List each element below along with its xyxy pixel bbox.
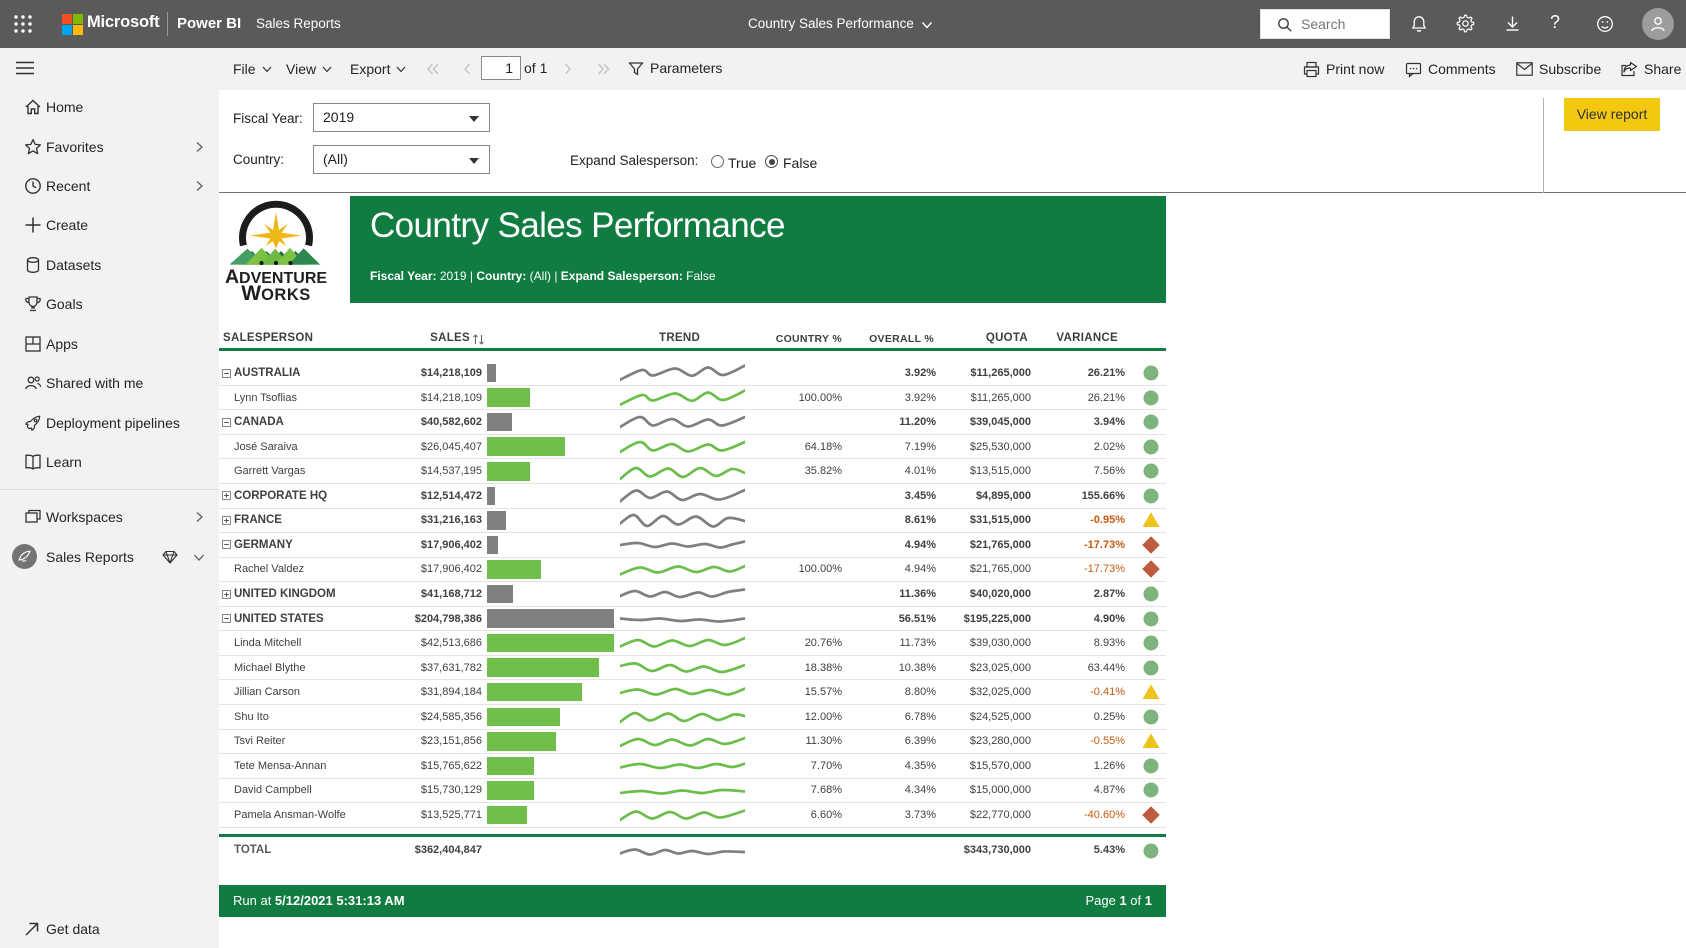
svg-text:WORKS: WORKS xyxy=(241,282,311,305)
svg-text:ADVENTURE: ADVENTURE xyxy=(225,266,327,288)
